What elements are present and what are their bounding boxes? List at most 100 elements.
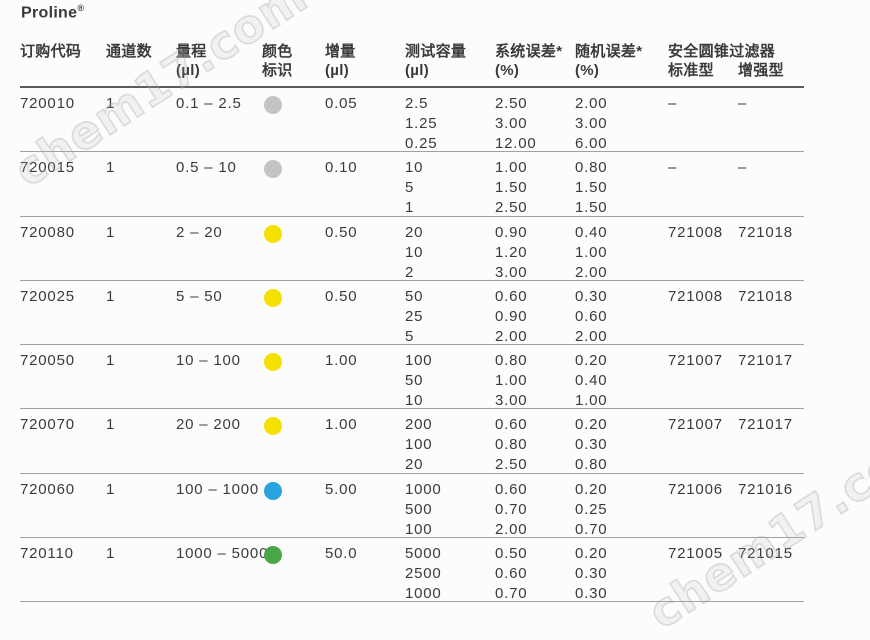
test-volume-values: 200 100 20 [405, 416, 433, 474]
color-code-cell [262, 480, 325, 540]
systematic-error-values: 0.60 0.70 2.00 [495, 480, 528, 538]
header-color: 颜色 标识 [262, 43, 293, 79]
table-row: 720060 1 100 – 1000 5.00 1000 500 100 0.60 0.70 2… [20, 474, 804, 538]
test-volume-values: 2.5 1.25 0.25 [405, 95, 438, 152]
filter-enhanced-value: 721017 [738, 352, 793, 369]
header-channels: 通道数 [106, 43, 152, 60]
test-volume-values: 20 10 2 [405, 223, 424, 281]
color-code-cell [262, 351, 325, 411]
color-dot-yellow [264, 288, 282, 307]
random-error-values: 0.20 0.40 1.00 [575, 352, 608, 409]
filter-enhanced-value: – [738, 95, 748, 112]
spec-table: 订购代码 通道数 量程 (µl) 颜色 标识 增量 (µl) 测试容量 (µl) 系统误… [20, 38, 804, 602]
channel-count-value: 1 [106, 480, 116, 498]
color-code-cell [262, 223, 325, 283]
channel-count-value: 1 [106, 416, 116, 434]
header-increment: 增量 (µl) [325, 43, 356, 79]
channel-count-value: 1 [106, 287, 116, 305]
filter-enhanced-value: 721017 [738, 416, 793, 434]
filter-standard-value: 721006 [668, 480, 723, 498]
filter-standard-value: 721007 [668, 416, 723, 434]
filter-enhanced-value: – [738, 159, 748, 177]
test-volume-values: 100 50 10 [405, 352, 433, 409]
increment-value: 1.00 [325, 416, 358, 434]
range-value: 0.5 – 10 [176, 159, 237, 177]
color-dot-green [264, 545, 282, 564]
increment-value: 0.50 [325, 287, 358, 305]
filter-enhanced-value: 721016 [738, 480, 793, 498]
increment-value: 50.0 [325, 544, 358, 562]
filter-enhanced-value: 721018 [738, 223, 793, 241]
increment-value: 5.00 [325, 480, 358, 498]
systematic-error-values: 2.50 3.00 12.00 [495, 95, 537, 152]
order-code-value: 720060 [20, 480, 75, 498]
filter-standard-value: 721008 [668, 287, 723, 305]
color-code-cell [262, 544, 325, 604]
registered-trademark: ® [77, 3, 85, 13]
table-row: 720010 1 0.1 – 2.5 0.05 2.5 1.25 0.25 2.50 3.00 1… [20, 88, 804, 154]
range-value: 10 – 100 [176, 352, 241, 369]
order-code-value: 720080 [20, 223, 75, 241]
random-error-values: 0.20 0.30 0.80 [575, 416, 608, 474]
header-order-code: 订购代码 [20, 43, 82, 60]
increment-value: 0.05 [325, 95, 358, 112]
range-value: 5 – 50 [176, 287, 223, 305]
color-dot-yellow [264, 417, 282, 436]
filter-standard-value: – [668, 95, 678, 112]
order-code-value: 720050 [20, 352, 75, 369]
color-dot-gray [264, 96, 282, 114]
header-random-error: 随机误差* (%) [575, 43, 643, 79]
header-safety-cone-filter: 安全圆锥过滤器 标准型 增强型 [668, 42, 804, 86]
channel-count-value: 1 [106, 352, 116, 369]
systematic-error-values: 0.80 1.00 3.00 [495, 352, 528, 409]
increment-value: 0.10 [325, 159, 358, 177]
table-row: 720070 1 20 – 200 1.00 200 100 20 0.60 0.80 2.50 0… [20, 409, 804, 475]
header-test-volume: 测试容量 (µl) [405, 43, 467, 79]
table-row: 720080 1 2 – 20 0.50 20 10 2 0.90 1.20 3.00 0.40 1.… [20, 217, 804, 281]
order-code-value: 720015 [20, 159, 75, 177]
random-error-values: 0.20 0.25 0.70 [575, 480, 608, 538]
range-value: 2 – 20 [176, 223, 223, 241]
color-code-cell [262, 415, 325, 475]
header-filter-enhanced: 增强型 [738, 62, 784, 79]
filter-standard-value: 721007 [668, 352, 723, 369]
channel-count-value: 1 [106, 544, 116, 562]
color-dot-yellow [264, 224, 282, 243]
filter-standard-value: 721008 [668, 223, 723, 241]
table-row: 720050 1 10 – 100 1.00 100 50 10 0.80 1.00 3.00 0.… [20, 345, 804, 411]
color-dot-gray [264, 160, 282, 179]
increment-value: 1.00 [325, 352, 358, 369]
range-value: 0.1 – 2.5 [176, 95, 242, 112]
filter-enhanced-value: 721015 [738, 544, 793, 562]
table-row: 720015 1 0.5 – 10 0.10 10 5 1 1.00 1.50 2.50 0.80 1… [20, 152, 804, 217]
systematic-error-values: 0.50 0.60 0.70 [495, 544, 528, 602]
color-dot-blue [264, 481, 282, 500]
channel-count-value: 1 [106, 95, 116, 112]
filter-standard-value: – [668, 159, 678, 177]
test-volume-values: 10 5 1 [405, 159, 424, 217]
random-error-values: 2.00 3.00 6.00 [575, 95, 608, 152]
page-title: Proline® [21, 3, 85, 22]
systematic-error-values: 0.90 1.20 3.00 [495, 223, 528, 281]
color-code-cell [262, 287, 325, 347]
filter-standard-value: 721005 [668, 544, 723, 562]
header-systematic-error: 系统误差* (%) [495, 43, 563, 79]
range-value: 20 – 200 [176, 416, 241, 434]
channel-count-value: 1 [106, 159, 116, 177]
channel-count-value: 1 [106, 223, 116, 241]
table-row: 720110 1 1000 – 5000 50.0 5000 2500 1000 0.50 0.… [20, 538, 804, 602]
systematic-error-values: 0.60 0.80 2.50 [495, 416, 528, 474]
table-header: 订购代码 通道数 量程 (µl) 颜色 标识 增量 (µl) 测试容量 (µl) 系统误… [20, 38, 804, 88]
filter-enhanced-value: 721018 [738, 287, 793, 305]
increment-value: 0.50 [325, 223, 358, 241]
systematic-error-values: 0.60 0.90 2.00 [495, 287, 528, 345]
order-code-value: 720010 [20, 95, 75, 112]
random-error-values: 0.80 1.50 1.50 [575, 159, 608, 217]
random-error-values: 0.30 0.60 2.00 [575, 287, 608, 345]
range-value: 1000 – 5000 [176, 544, 269, 562]
order-code-value: 720110 [20, 544, 74, 562]
test-volume-values: 5000 2500 1000 [405, 544, 442, 602]
table-row: 720025 1 5 – 50 0.50 50 25 5 0.60 0.90 2.00 0.30 0.… [20, 281, 804, 345]
color-code-cell [262, 94, 325, 154]
table-body: 720010 1 0.1 – 2.5 0.05 2.5 1.25 0.25 2.50 3.00 1… [20, 88, 804, 602]
